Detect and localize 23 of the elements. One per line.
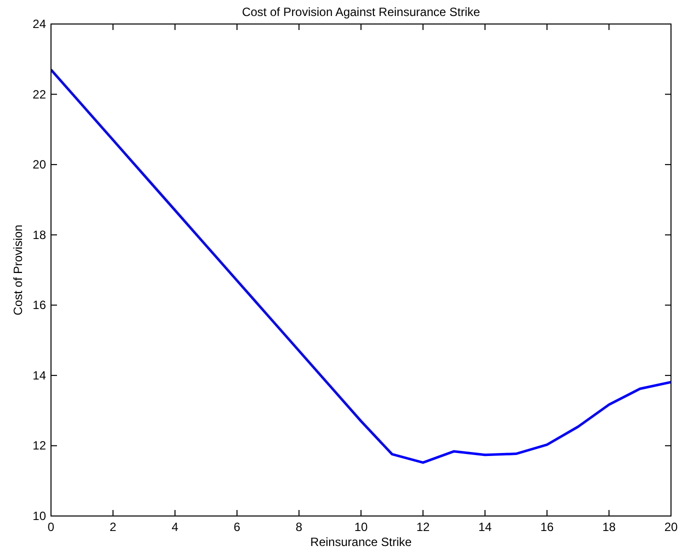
y-tick-label: 20 xyxy=(32,158,46,172)
y-axis-title: Cost of Provision xyxy=(11,224,25,316)
x-tick-label: 8 xyxy=(296,520,303,534)
y-tick-label: 14 xyxy=(32,368,46,382)
x-tick-label: 10 xyxy=(354,520,368,534)
x-tick-label: 14 xyxy=(478,520,492,534)
y-tick-label: 10 xyxy=(32,509,46,523)
x-tick-label: 4 xyxy=(172,520,179,534)
x-tick-label: 20 xyxy=(664,520,678,534)
x-tick-label: 6 xyxy=(234,520,241,534)
chart-title: Cost of Provision Against Reinsurance Strike xyxy=(242,5,480,19)
x-tick-label: 0 xyxy=(48,520,55,534)
x-tick-label: 12 xyxy=(416,520,430,534)
y-tick-label: 12 xyxy=(32,438,46,453)
y-tick-label: 16 xyxy=(32,298,46,312)
line-series xyxy=(51,68,671,464)
x-tick-label: 16 xyxy=(540,520,554,534)
y-tick-label: 24 xyxy=(32,17,46,31)
x-axis-title: Reinsurance Strike xyxy=(310,535,412,549)
y-tick-label: 18 xyxy=(32,228,46,242)
x-tick-label: 18 xyxy=(602,520,616,534)
y-tick-label: 22 xyxy=(32,87,46,102)
x-tick-label: 2 xyxy=(110,520,117,534)
